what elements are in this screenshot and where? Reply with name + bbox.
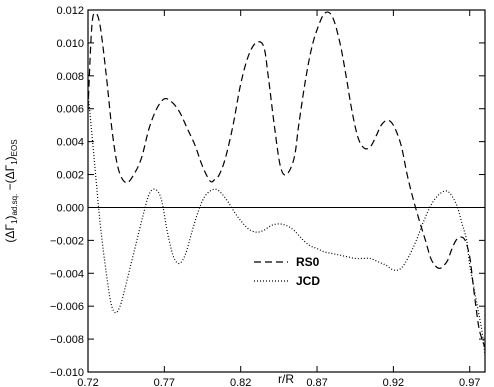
x-axis-title: r/R [278, 372, 294, 386]
y-tick-label: −0.006 [50, 301, 84, 313]
y-tick-label: 0.010 [56, 38, 84, 50]
y-tick-label: −0.002 [50, 235, 84, 247]
y-tick-label: −0.010 [50, 367, 84, 379]
legend-label-rs0: RS0 [296, 255, 320, 269]
legend: RS0 JCD [254, 255, 320, 288]
x-tick-label: 0.97 [459, 377, 480, 387]
legend-label-jcd: JCD [296, 274, 320, 288]
y-tick-label: −0.008 [50, 334, 84, 346]
y-tick-label: 0.012 [56, 5, 84, 17]
x-tick-label: 0.87 [306, 377, 327, 387]
x-tick-label: 0.72 [77, 377, 98, 387]
y-tick-label: 0.004 [56, 137, 84, 149]
x-tick-label: 0.82 [230, 377, 251, 387]
x-axis: 0.72 0.77 0.82 0.87 0.92 0.97 [77, 10, 480, 387]
x-tick-label: 0.77 [154, 377, 175, 387]
y-axis-title: (ΔΓ1)ad.sq. −(ΔΓ1)EOS [3, 139, 19, 242]
x-tick-label: 0.92 [383, 377, 404, 387]
y-axis: −0.010 −0.008 −0.006 −0.004 −0.002 0.000 0.002… [50, 5, 485, 379]
y-tick-label: 0.006 [56, 104, 84, 116]
series-line-rs0 [88, 11, 485, 348]
y-tick-label: 0.008 [56, 71, 84, 83]
y-tick-label: 0.000 [56, 202, 84, 214]
y-tick-label: −0.004 [50, 268, 84, 280]
plot-frame [87, 9, 486, 373]
series-line-jcd [88, 92, 485, 356]
y-tick-label: 0.002 [56, 170, 84, 182]
